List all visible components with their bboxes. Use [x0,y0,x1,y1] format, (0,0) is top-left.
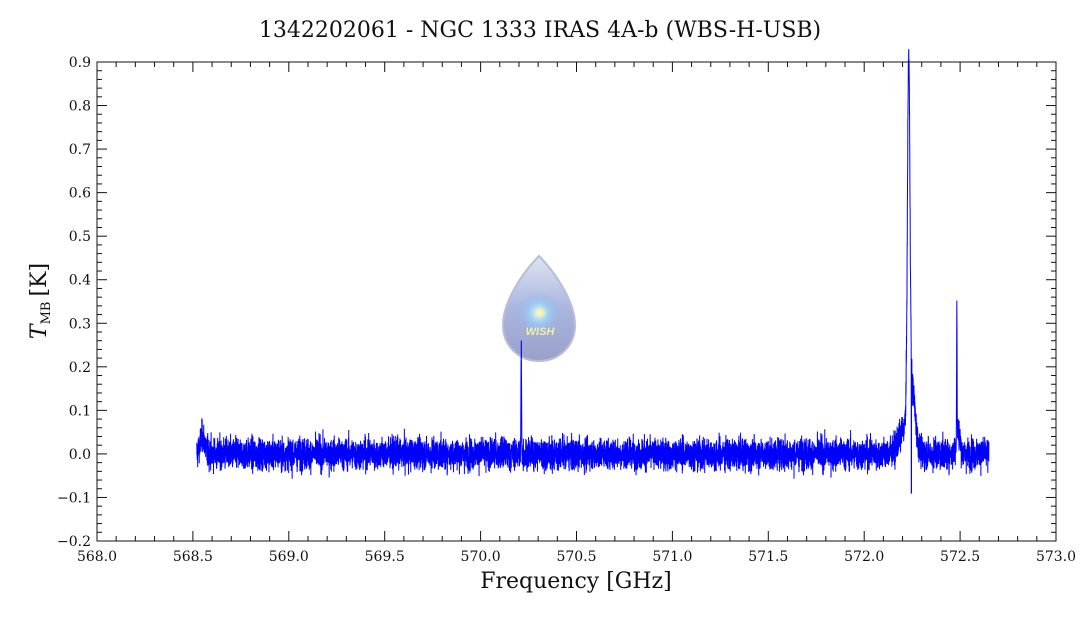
y-label-main: T [27,322,52,339]
y-label-sub: MB [39,302,54,325]
y-tick-label: 0.6 [69,186,91,202]
y-tick-label: 0.2 [69,360,91,376]
y-tick-label: 0.9 [69,55,91,71]
y-label-unit: [K] [27,263,52,297]
y-tick-label: 0.1 [69,403,91,419]
y-tick-label: 0.3 [69,316,91,332]
x-tick-label: 572.5 [940,549,980,565]
y-tick-label: 0.0 [69,447,91,463]
y-tick-label: −0.1 [57,490,91,506]
y-tick-label: 0.5 [69,229,91,245]
svg-text:✳: ✳ [535,306,547,322]
x-tick-label: 570.5 [556,549,596,565]
svg-text:TMB[K]: TMB [K] [27,263,54,339]
y-tick-label: 0.8 [69,99,91,115]
y-axis-label: TMB [K] [27,263,54,339]
logo-text: WISH [526,326,556,338]
x-tick-label: 572.0 [844,549,884,565]
y-tick-label: −0.2 [57,534,91,550]
x-tick-label: 568.0 [77,549,117,565]
plot-data [196,49,990,494]
x-axis-label: Frequency [GHz] [480,569,672,594]
x-tick-label: 569.5 [365,549,405,565]
x-tick-label: 569.0 [269,549,309,565]
spectrum-line [196,49,990,494]
x-tick-label: 570.0 [461,549,501,565]
y-tick-label: 0.7 [69,142,91,158]
y-tick-label: 0.4 [69,273,91,289]
wish-logo: ✳ WISH [501,254,577,363]
x-tick-label: 573.0 [1036,549,1076,565]
x-tick-label: 568.5 [173,549,213,565]
plot-frame [96,61,1057,542]
chart-title: 1342202061 - NGC 1333 IRAS 4A-b (WBS-H-U… [258,18,822,43]
x-tick-label: 571.0 [652,549,692,565]
x-tick-label: 571.5 [748,549,788,565]
